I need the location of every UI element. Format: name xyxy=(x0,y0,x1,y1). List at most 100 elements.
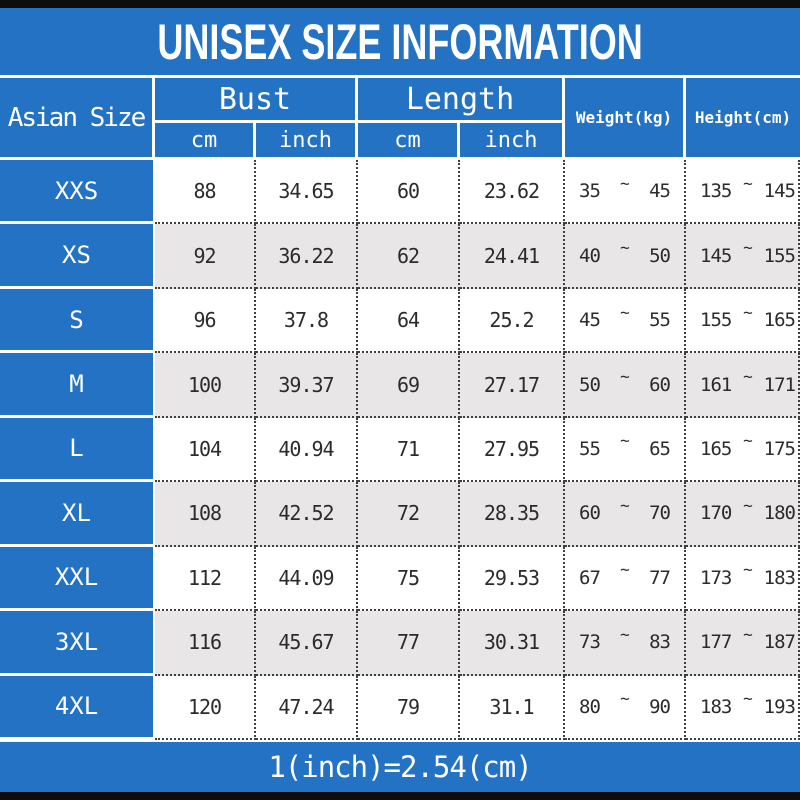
height-range-cell: 161 ~171 xyxy=(686,353,800,418)
tilde-separator: ~ xyxy=(620,495,630,515)
value-text: 116 xyxy=(187,630,222,655)
col-header-height: Height(cm) xyxy=(686,78,800,160)
weight-range-cell: 35 ~45 xyxy=(565,160,686,225)
title-banner: UNISEX SIZE INFORMATION xyxy=(0,8,800,75)
length-inch-cell: 27.95 xyxy=(460,417,565,483)
tilde-separator: ~ xyxy=(743,689,753,709)
length-inch-cell: 24.41 xyxy=(460,224,565,289)
length-cm-cell: 77 xyxy=(358,611,460,676)
range-min: 73 xyxy=(579,631,601,654)
range-max: 50 xyxy=(649,244,671,267)
bust-inch-cell: 34.65 xyxy=(256,160,358,225)
height-range-cell: 173 ~183 xyxy=(686,546,800,612)
value-text: 40.94 xyxy=(278,436,334,461)
size-cell: XS xyxy=(0,224,155,289)
weight-range-cell: 55 ~65 xyxy=(565,417,686,483)
range-max: 175 xyxy=(763,437,796,460)
tilde-separator: ~ xyxy=(620,367,630,387)
length-inch-cell: 31.1 xyxy=(460,675,565,740)
value-text: 27.95 xyxy=(483,436,540,461)
range-min: 60 xyxy=(579,502,601,525)
length-cm-cell: 79 xyxy=(358,675,460,740)
tilde-separator: ~ xyxy=(743,238,753,258)
value-text: 96 xyxy=(193,308,216,333)
length-inch-cell: 25.2 xyxy=(460,288,565,354)
size-cell: M xyxy=(0,353,155,418)
value-text: 27.17 xyxy=(483,372,540,397)
value-text: 47.24 xyxy=(278,694,334,719)
length-cm-cell: 64 xyxy=(358,288,460,354)
range-max: 70 xyxy=(649,502,671,525)
value-text: 44.09 xyxy=(278,565,334,590)
range-max: 55 xyxy=(649,309,671,332)
value-text: 104 xyxy=(187,436,222,461)
range-min: 67 xyxy=(579,566,601,589)
weight-range-cell: 45 ~55 xyxy=(565,288,686,354)
bust-inch-cell: 42.52 xyxy=(256,482,358,547)
range-min: 170 xyxy=(700,502,732,525)
tilde-separator: ~ xyxy=(743,560,753,580)
conversion-note-band: 1(inch)=2.54(cm) xyxy=(0,742,800,792)
value-text: 39.37 xyxy=(278,372,334,397)
size-cell: S xyxy=(0,288,155,354)
value-text: 88 xyxy=(193,179,216,204)
range-max: 45 xyxy=(649,180,671,203)
bust-inch-cell: 45.67 xyxy=(256,611,358,676)
value-text: 69 xyxy=(396,372,420,397)
bust-inch-cell: 47.24 xyxy=(256,675,358,740)
range-min: 145 xyxy=(700,244,732,267)
top-edge-bar xyxy=(0,0,800,8)
bust-inch-cell: 44.09 xyxy=(256,546,358,612)
col-header-bust: Bust xyxy=(155,78,358,123)
value-text: 64 xyxy=(396,308,420,333)
height-range-cell: 177 ~187 xyxy=(686,611,800,676)
range-min: 50 xyxy=(579,373,601,396)
height-range-cell: 170 ~180 xyxy=(686,482,800,547)
size-label: XXS xyxy=(54,176,99,205)
table-row-xs: XS 92 36.22 62 24.41 40 ~50 145 ~155 xyxy=(0,224,800,289)
length-cm-cell: 72 xyxy=(358,482,460,547)
table-row-xxs: XXS 88 34.65 60 23.62 35 ~45 135 ~145 xyxy=(0,160,800,225)
bust-cm-cell: 104 xyxy=(155,417,256,483)
length-cm-cell: 69 xyxy=(358,353,460,418)
size-cell: L xyxy=(0,417,155,483)
size-label: M xyxy=(69,370,84,399)
value-text: 100 xyxy=(187,372,222,397)
range-max: 183 xyxy=(763,566,796,589)
weight-range-cell: 60 ~70 xyxy=(565,482,686,547)
value-text: 75 xyxy=(396,565,420,590)
col-subheader-length-cm: cm xyxy=(358,123,460,160)
footer-divider xyxy=(0,740,800,742)
size-label: 3XL xyxy=(54,627,99,656)
range-min: 183 xyxy=(700,695,732,718)
bust-cm-cell: 112 xyxy=(155,546,256,612)
tilde-separator: ~ xyxy=(620,238,630,258)
bust-inch-cell: 40.94 xyxy=(256,417,358,483)
length-inch-cell: 29.53 xyxy=(460,546,565,612)
length-inch-cell: 23.62 xyxy=(460,160,565,225)
value-text: 34.65 xyxy=(278,179,334,204)
range-max: 165 xyxy=(763,309,796,332)
tilde-separator: ~ xyxy=(743,495,753,515)
size-cell: XXL xyxy=(0,546,155,612)
tilde-separator: ~ xyxy=(743,367,753,387)
bust-cm-cell: 108 xyxy=(155,482,256,547)
range-max: 145 xyxy=(763,180,796,203)
table-row-l: L 104 40.94 71 27.95 55 ~65 165 ~175 xyxy=(0,417,800,483)
bust-cm-cell: 120 xyxy=(155,675,256,740)
col-header-weight: Weight(kg) xyxy=(565,78,686,160)
value-text: 62 xyxy=(396,243,420,268)
tilde-separator: ~ xyxy=(743,431,753,451)
bust-cm-cell: 116 xyxy=(155,611,256,676)
bust-cm-cell: 88 xyxy=(155,160,256,225)
value-text: 24.41 xyxy=(483,243,540,268)
size-label: S xyxy=(69,305,84,334)
tilde-separator: ~ xyxy=(743,173,753,193)
length-inch-cell: 27.17 xyxy=(460,353,565,418)
size-label: XXL xyxy=(54,563,99,592)
bust-cm-cell: 92 xyxy=(155,224,256,289)
value-text: 36.22 xyxy=(278,243,334,268)
bust-inch-cell: 39.37 xyxy=(256,353,358,418)
table-row-s: S 96 37.8 64 25.2 45 ~55 155 ~165 xyxy=(0,288,800,354)
